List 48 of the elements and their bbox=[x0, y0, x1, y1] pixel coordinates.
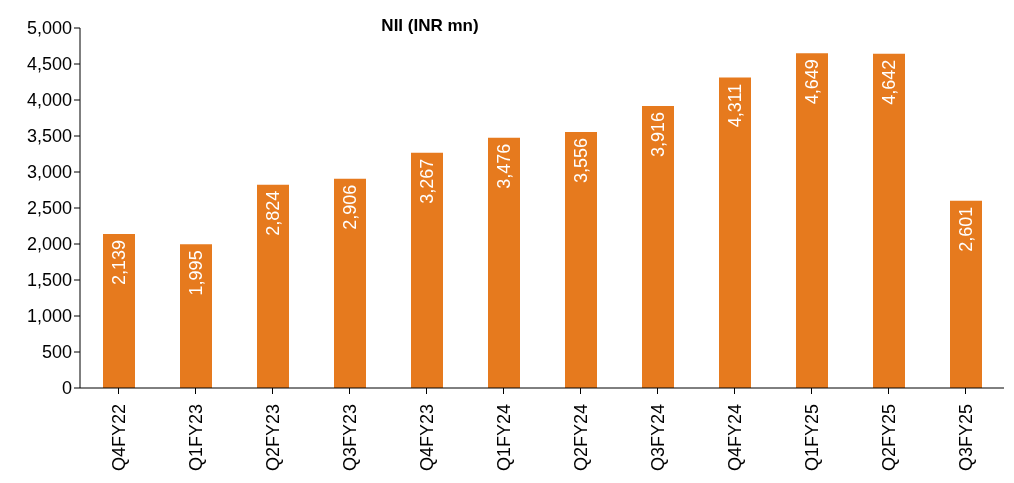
y-tick-label: 4,500 bbox=[26, 54, 72, 75]
bar bbox=[180, 244, 212, 388]
data-label: 3,916 bbox=[648, 112, 668, 158]
y-tick-label: 2,500 bbox=[26, 198, 72, 219]
x-tick-label: Q1FY25 bbox=[801, 404, 822, 472]
data-label: 2,139 bbox=[109, 239, 129, 286]
bar bbox=[642, 106, 674, 388]
y-tick-label: 3,500 bbox=[26, 126, 72, 147]
bar bbox=[257, 184, 289, 388]
x-tick-label: Q2FY23 bbox=[262, 404, 283, 472]
data-label: 2,601 bbox=[956, 206, 976, 252]
bar bbox=[719, 77, 751, 388]
x-tick-label: Q4FY22 bbox=[108, 404, 129, 472]
x-tick-label: Q1FY24 bbox=[493, 404, 514, 472]
y-tick-label: 5,000 bbox=[26, 18, 72, 39]
y-tick-label: 500 bbox=[41, 342, 72, 363]
y-tick-label: 4,000 bbox=[26, 90, 72, 111]
bar bbox=[334, 178, 366, 388]
data-label: 4,311 bbox=[725, 83, 745, 128]
data-label: 2,824 bbox=[263, 190, 283, 236]
data-label: 1,995 bbox=[186, 250, 206, 296]
data-label: 4,642 bbox=[879, 59, 899, 105]
x-tick-label: Q1FY23 bbox=[185, 404, 206, 472]
bar bbox=[565, 131, 597, 388]
chart-title: NII (INR mn) bbox=[380, 16, 480, 36]
bar bbox=[796, 53, 828, 388]
bar bbox=[873, 53, 905, 388]
data-label: 2,906 bbox=[340, 184, 360, 230]
data-label: 3,476 bbox=[494, 143, 514, 189]
data-label: 3,556 bbox=[571, 137, 591, 184]
x-tick-label: Q3FY23 bbox=[339, 404, 360, 472]
x-tick-label: Q3FY24 bbox=[647, 404, 668, 472]
bar bbox=[950, 200, 982, 388]
y-tick-label: 1,500 bbox=[26, 270, 72, 291]
y-tick-label: 2,000 bbox=[26, 234, 72, 255]
y-tick-label: 1,000 bbox=[26, 306, 72, 327]
bar bbox=[103, 233, 135, 388]
y-tick-label: 0 bbox=[61, 378, 72, 399]
data-label: 3,267 bbox=[417, 158, 437, 204]
y-tick-label: 3,000 bbox=[26, 162, 72, 183]
x-tick-label: Q2FY24 bbox=[570, 404, 591, 472]
bar bbox=[488, 137, 520, 388]
x-tick-label: Q2FY25 bbox=[878, 404, 899, 472]
x-tick-label: Q4FY23 bbox=[416, 404, 437, 472]
x-tick-label: Q4FY24 bbox=[724, 404, 745, 472]
x-tick-label: Q3FY25 bbox=[955, 404, 976, 472]
data-label: 4,649 bbox=[802, 59, 822, 105]
bar bbox=[411, 152, 443, 388]
